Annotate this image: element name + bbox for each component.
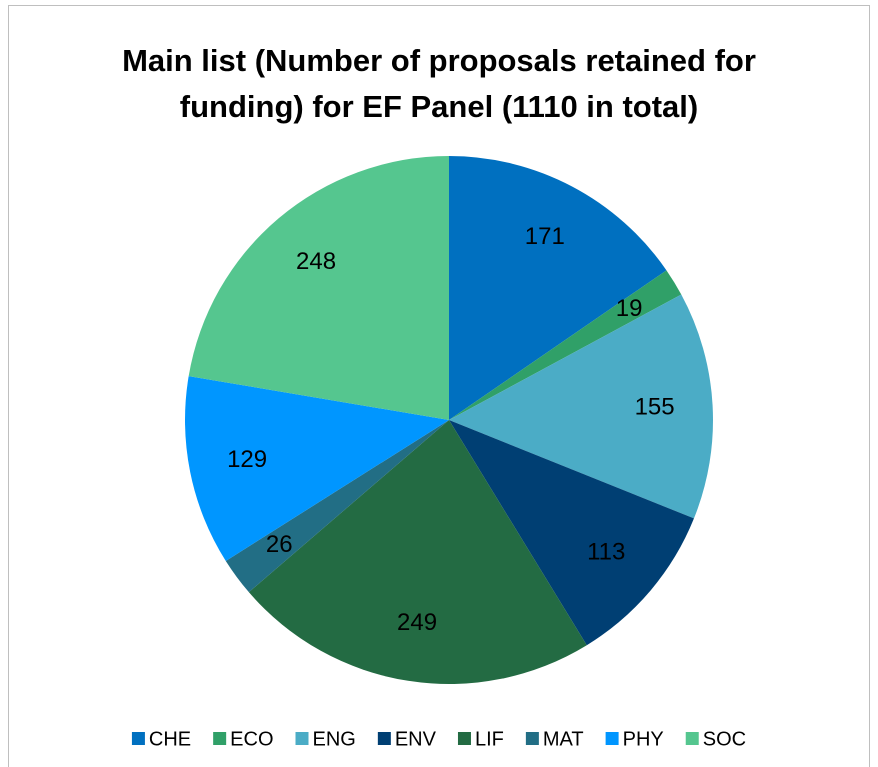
legend-label: SOC — [703, 728, 746, 750]
legend-label: PHY — [623, 728, 664, 750]
slice-label: 26 — [266, 531, 293, 558]
pie-slice — [449, 156, 667, 420]
chart-title: Main list (Number of proposals retained … — [122, 43, 756, 124]
slice-label: 248 — [296, 248, 336, 275]
legend-label: MAT — [543, 728, 584, 750]
legend-swatch — [685, 732, 699, 745]
legend-swatch — [131, 732, 145, 745]
pie-slice — [449, 294, 713, 519]
pie-slice — [248, 420, 587, 684]
legend-swatch — [213, 732, 227, 745]
legend-label: ECO — [230, 728, 273, 750]
pie-slice — [184, 376, 449, 561]
legend-label: ENV — [395, 728, 437, 750]
legend-label: CHE — [149, 728, 191, 750]
pie-slice — [225, 420, 449, 593]
legend-swatch — [295, 732, 309, 745]
pie-slice — [449, 420, 694, 646]
legend-label: ENG — [313, 728, 356, 750]
slice-label: 129 — [227, 446, 267, 473]
legend-swatch — [525, 732, 539, 745]
pie-slice — [449, 270, 682, 420]
slice-label: 171 — [525, 223, 565, 250]
pie-slice — [188, 156, 449, 420]
slice-label: 113 — [587, 538, 625, 565]
slice-label: 249 — [397, 609, 437, 636]
slice-label: 155 — [635, 394, 675, 421]
chart-frame — [8, 5, 870, 767]
legend-swatch — [377, 732, 391, 745]
legend-swatch — [605, 732, 619, 745]
legend-label: LIF — [475, 728, 504, 750]
legend-swatch — [457, 732, 471, 745]
slice-label: 19 — [616, 295, 643, 322]
